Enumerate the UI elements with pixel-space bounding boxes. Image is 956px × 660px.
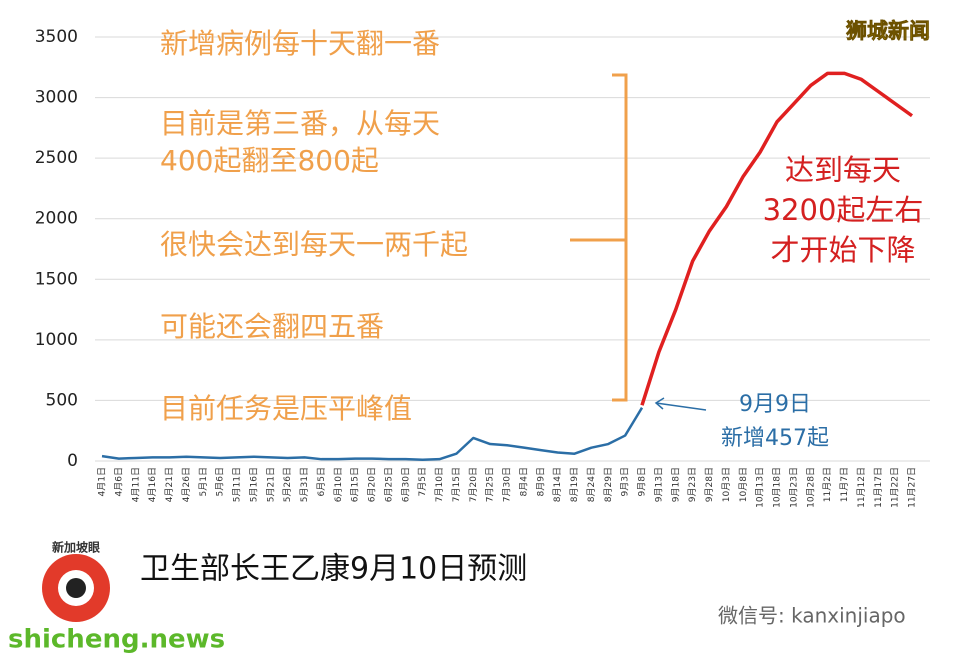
x-tick-label: 7月10日 xyxy=(434,467,445,502)
x-tick-label: 5月26日 xyxy=(282,467,293,502)
x-tick-label: 5月31日 xyxy=(299,467,310,502)
x-tick-label: 4月21日 xyxy=(164,467,175,502)
annotation: 9月9日 xyxy=(739,392,811,417)
x-tick-label: 7月30日 xyxy=(502,467,513,502)
x-tick-label: 6月5日 xyxy=(316,467,327,496)
x-tick-label: 6月25日 xyxy=(383,467,394,502)
x-tick-label: 6月10日 xyxy=(333,467,344,502)
series-line xyxy=(640,71,914,406)
x-tick-label: 11月17日 xyxy=(873,467,884,508)
x-tick-label: 4月1日 xyxy=(97,467,108,496)
annotation: 很快会达到每天一两千起 xyxy=(160,228,468,261)
x-tick-label: 8月29日 xyxy=(603,467,614,502)
series-line xyxy=(101,407,644,462)
x-tick-label: 11月22日 xyxy=(890,467,901,508)
annotation: 可能还会翻四五番 xyxy=(160,310,384,343)
x-tick-label: 5月11日 xyxy=(232,467,243,502)
annotation: 达到每天 xyxy=(785,153,901,187)
x-tick-label: 5月1日 xyxy=(198,467,209,496)
y-tick-label: 3000 xyxy=(35,88,78,108)
x-tick-label: 11月12日 xyxy=(856,467,867,508)
x-tick-label: 4月26日 xyxy=(181,467,192,502)
x-tick-label: 5月21日 xyxy=(265,467,276,502)
wechat-watermark: 微信号: kanxinjiapo xyxy=(718,604,906,628)
x-tick-label: 4月6日 xyxy=(113,467,124,496)
y-tick-label: 1000 xyxy=(35,330,78,350)
x-tick-label: 9月3日 xyxy=(620,467,631,496)
y-tick-label: 500 xyxy=(46,390,78,410)
annotation: 目前任务是压平峰值 xyxy=(160,392,412,425)
x-tick-label: 8月24日 xyxy=(586,467,597,502)
x-tick-label: 11月2日 xyxy=(822,467,833,502)
x-tick-label: 7月20日 xyxy=(468,467,479,502)
x-tick-label: 8月19日 xyxy=(569,467,580,502)
y-tick-label: 2500 xyxy=(35,148,78,168)
x-tick-label: 5月16日 xyxy=(248,467,259,502)
x-tick-label: 10月23日 xyxy=(788,467,799,508)
logo-pupil xyxy=(66,578,86,598)
x-tick-label: 6月20日 xyxy=(367,467,378,502)
x-tick-label: 11月7日 xyxy=(839,467,850,502)
x-tick-label: 5月6日 xyxy=(215,467,226,496)
x-tick-label: 8月14日 xyxy=(552,467,563,502)
x-tick-label: 7月25日 xyxy=(485,467,496,502)
annotation: 才开始下降 xyxy=(770,233,915,267)
x-tick-label: 10月18日 xyxy=(772,467,783,508)
x-tick-label: 9月8日 xyxy=(637,467,648,496)
x-tick-label: 10月13日 xyxy=(755,467,766,508)
y-tick-label: 1500 xyxy=(35,269,78,289)
bracket xyxy=(570,73,628,402)
x-tick-label: 8月9日 xyxy=(535,467,546,496)
annotation: 新增457起 xyxy=(721,426,829,451)
x-tick-label: 7月5日 xyxy=(417,467,428,496)
annotation: 新增病例每十天翻一番 xyxy=(160,27,440,60)
x-tick-label: 6月30日 xyxy=(400,467,411,502)
x-tick-label: 10月3日 xyxy=(721,467,732,502)
x-tick-label: 6月15日 xyxy=(350,467,361,502)
x-tick-label: 9月18日 xyxy=(670,467,681,502)
x-tick-label: 11月27日 xyxy=(907,467,918,508)
x-tick-label: 4月11日 xyxy=(130,467,141,502)
x-tick-label: 4月16日 xyxy=(147,467,158,502)
y-tick-label: 2000 xyxy=(35,209,78,229)
x-tick-label: 9月13日 xyxy=(653,467,664,502)
x-tick-label: 10月28日 xyxy=(805,467,816,508)
caption: 卫生部长王乙康9月10日预测 xyxy=(140,552,527,587)
brand-watermark: 狮城新闻 xyxy=(846,19,930,43)
y-tick-label: 0 xyxy=(67,451,78,471)
site-watermark: shicheng.news xyxy=(8,625,225,655)
x-tick-label: 7月15日 xyxy=(451,467,462,502)
x-tick-label: 10月8日 xyxy=(738,467,749,502)
y-tick-label: 3500 xyxy=(35,27,78,47)
logo-text: 新加坡眼 xyxy=(52,540,100,555)
annotation: 目前是第三番，从每天 xyxy=(160,107,440,140)
arrow xyxy=(654,397,707,411)
annotation: 3200起左右 xyxy=(763,193,924,227)
x-tick-label: 8月4日 xyxy=(518,467,529,496)
x-tick-label: 9月28日 xyxy=(704,467,715,502)
annotation: 400起翻至800起 xyxy=(160,144,379,177)
x-tick-label: 9月23日 xyxy=(687,467,698,502)
